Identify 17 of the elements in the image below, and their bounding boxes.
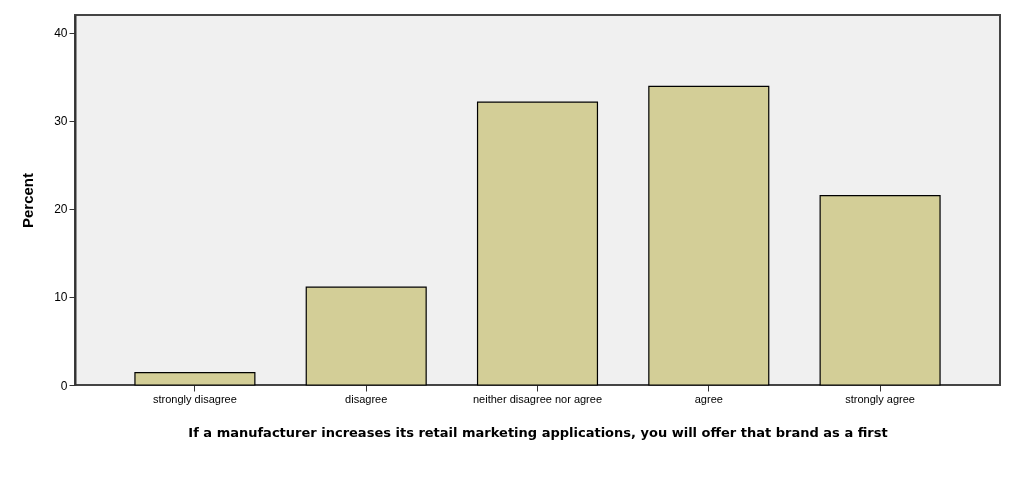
y-tick-label: 30 [54,114,68,129]
x-axis-title: If a manufacturer increases its retail marketing applications, you will offer that brand as a first [188,424,888,440]
y-tick-label: 40 [54,26,68,41]
y-axis-title: Percent [19,172,37,229]
bar [134,372,256,386]
bar [476,101,599,386]
x-tick-label: strongly agree [845,392,915,405]
bar [819,195,941,386]
x-tick-label: neither disagree nor agree [472,392,603,405]
x-tick-label: disagree [345,392,388,405]
y-tick-label: 20 [54,202,68,217]
x-tick-label: strongly disagree [153,392,237,405]
bar [648,85,770,386]
y-tick-label: 0 [60,378,68,393]
x-tick-label: agree [694,392,723,405]
bar [305,286,427,386]
y-tick-label: 10 [54,290,68,305]
